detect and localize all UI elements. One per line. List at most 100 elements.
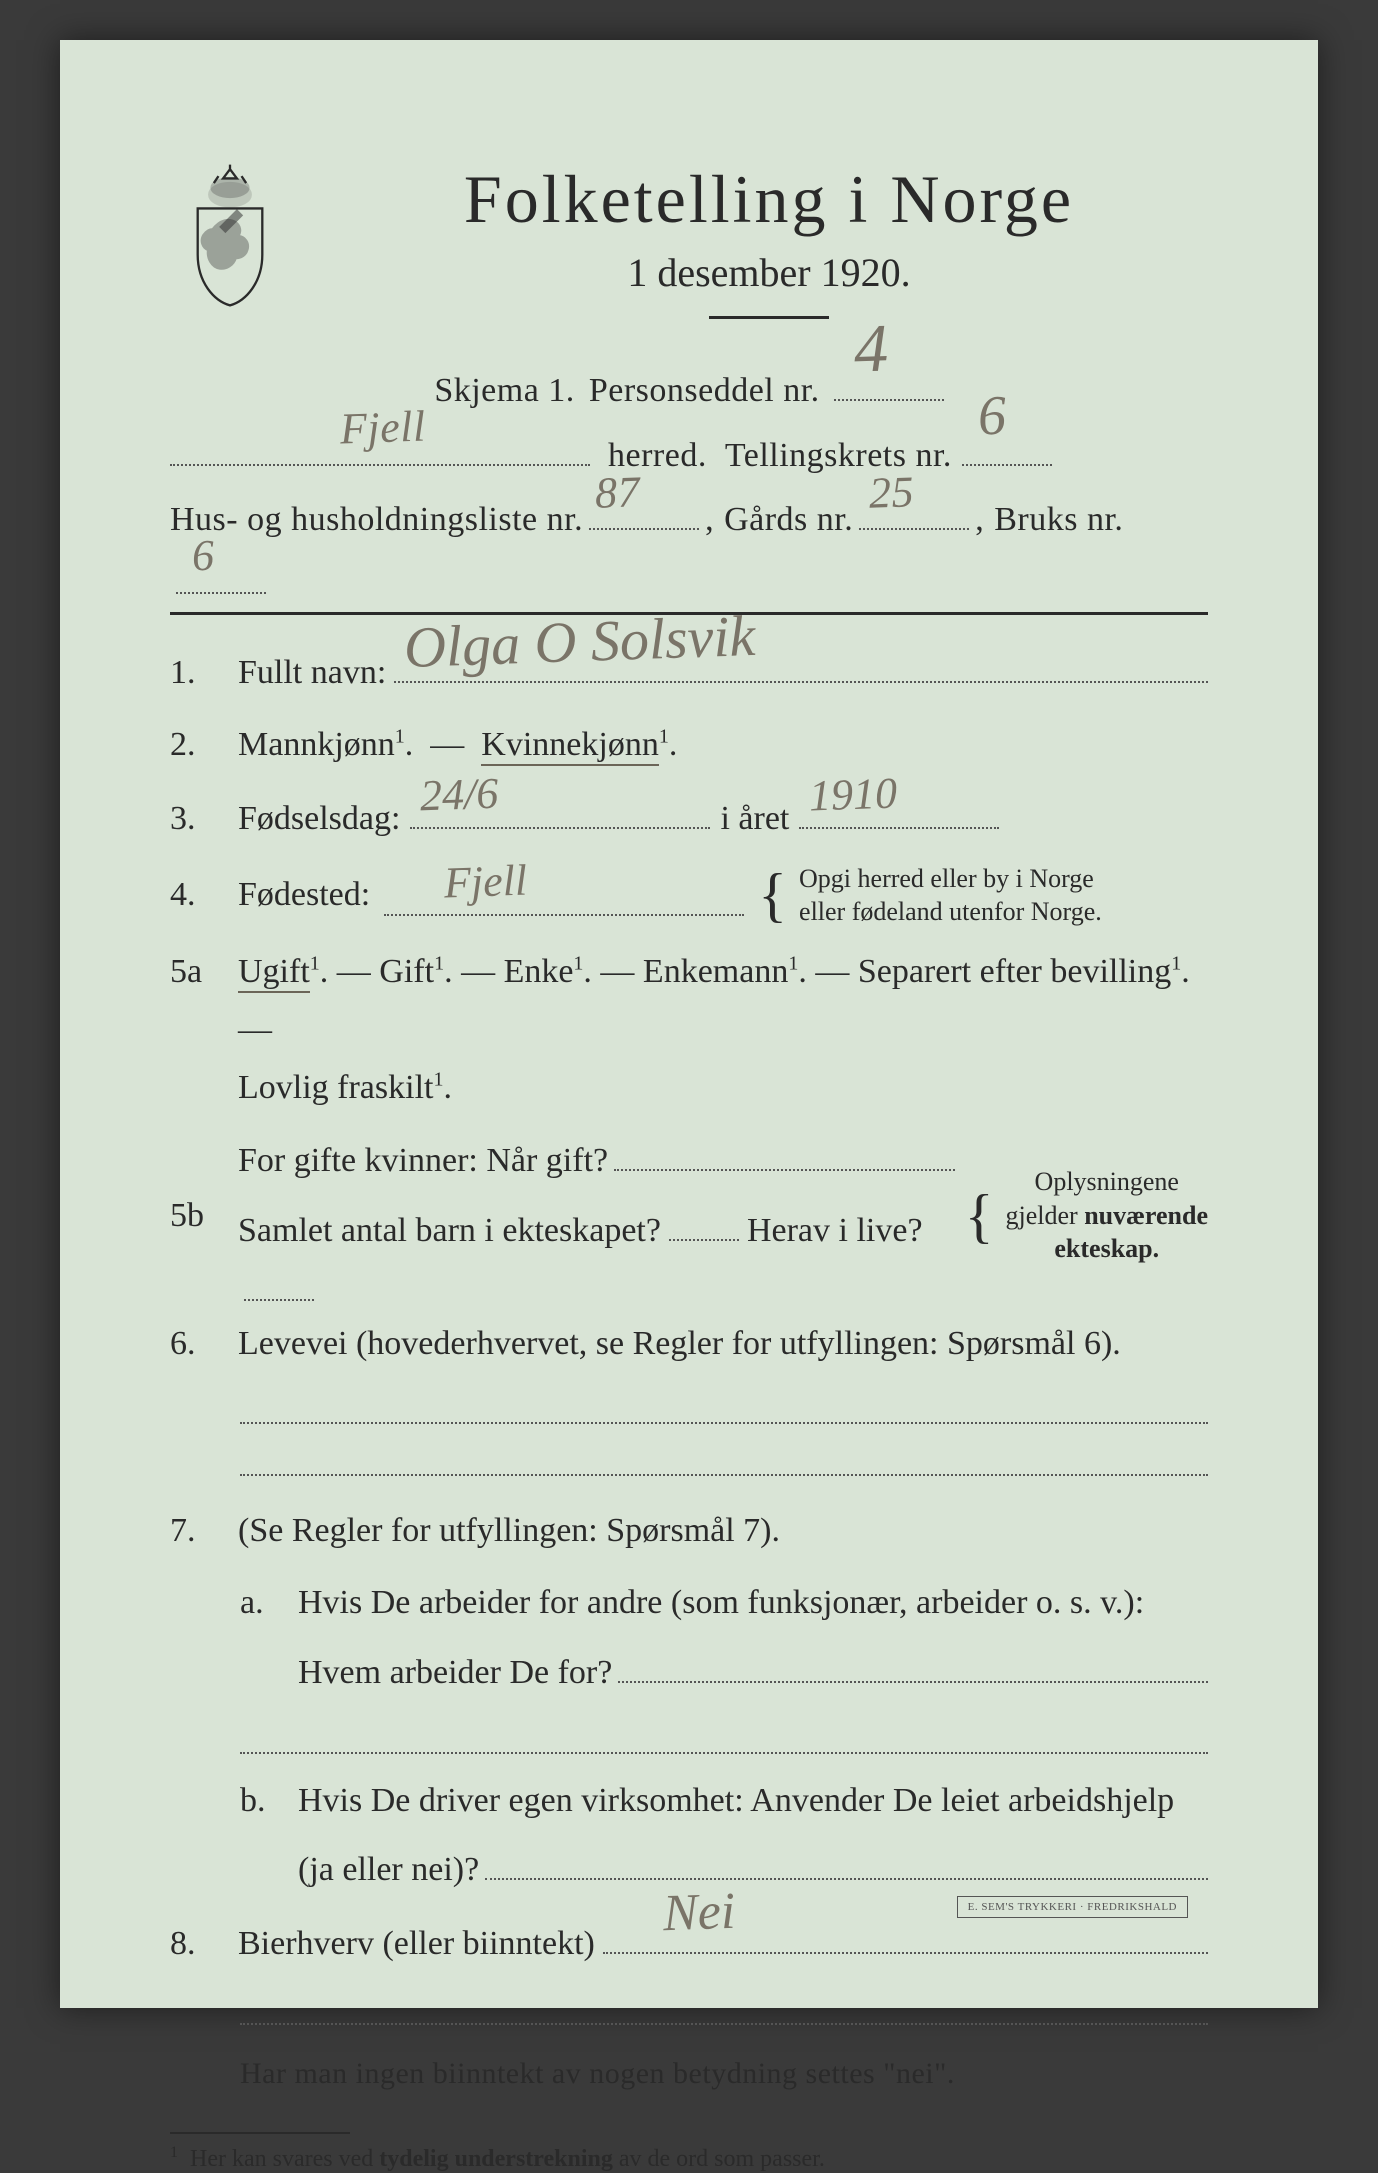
q3-year-field: 1910	[799, 788, 999, 829]
q2-kvinne: Kvinnekjønn	[481, 726, 659, 766]
title-divider	[709, 316, 829, 319]
q3: 3. Fødselsdag: 24/6 i året 1910	[170, 788, 1208, 848]
q7b-field	[485, 1839, 1208, 1880]
herred-value: Fjell	[339, 385, 427, 472]
personseddel-label: Personseddel nr.	[589, 359, 820, 424]
q3-year-value: 1910	[808, 756, 899, 834]
husliste-line: Hus- og husholdningsliste nr. 87 , Gårds…	[170, 488, 1208, 593]
q7a-field	[618, 1642, 1208, 1683]
tellingskrets-field: 6	[962, 425, 1052, 466]
q4: 4. Fødested: Fjell { Opgi herred eller b…	[170, 862, 1208, 930]
schema-label: Skjema 1.	[434, 359, 574, 424]
q8-field: Nei	[603, 1913, 1208, 1954]
footnote: 1 Her kan svares ved tydelig understrekn…	[170, 2144, 1208, 2173]
q7a-blank	[240, 1720, 1208, 1754]
q2: 2. Mannkjønn1. — Kvinnekjønn1.	[170, 716, 1208, 774]
q6: 6. Levevei (hovederhvervet, se Regler fo…	[170, 1315, 1208, 1373]
q5a-separert: Separert efter bevilling	[858, 953, 1171, 990]
q7a-text1: Hvis De arbeider for andre (som funksjon…	[298, 1574, 1208, 1632]
q3-day-field: 24/6	[410, 788, 710, 829]
q5b: 5b For gifte kvinner: Når gift? Samlet a…	[170, 1131, 1208, 1301]
q6-text: Levevei (hovederhvervet, se Regler for u…	[238, 1315, 1208, 1373]
q5a-gift: Gift	[379, 953, 434, 990]
q7b-text2: (ja eller nei)?	[298, 1841, 479, 1899]
brace-icon: {	[758, 880, 787, 910]
herred-line: Fjell herred. Tellingskrets nr. 6	[170, 424, 1208, 489]
printer-stamp: E. SEM'S TRYKKERI · FREDRIKSHALD	[957, 1896, 1188, 1918]
q7a-label: a.	[240, 1574, 280, 1632]
q8: 8. Bierhverv (eller biinntekt) Nei	[170, 1913, 1208, 1973]
q5b-barn: Samlet antal barn i ekteskapet?	[238, 1202, 661, 1260]
brace-icon: {	[965, 1201, 994, 1231]
footnote-rule	[170, 2132, 350, 2134]
q4-field: Fjell	[384, 875, 744, 916]
gards-label: Gårds nr.	[724, 488, 853, 553]
q5a: 5a Ugift1. — Gift1. — Enke1. — Enkemann1…	[170, 943, 1208, 1116]
bruks-field: 6	[176, 553, 266, 594]
q1-num: 1.	[170, 644, 220, 702]
q5b-note2-b: nuværende	[1084, 1201, 1208, 1230]
q5a-enke: Enke	[504, 953, 574, 990]
q2-num: 2.	[170, 716, 220, 774]
q2-sup2: 1	[659, 726, 669, 748]
q1: 1. Fullt navn: Olga O Solsvik	[170, 643, 1208, 703]
q6-blank-1	[240, 1390, 1208, 1424]
q6-num: 6.	[170, 1315, 220, 1373]
q7-intro: (Se Regler for utfyllingen: Spørsmål 7).	[238, 1502, 1208, 1560]
q5b-naar-field	[614, 1131, 955, 1172]
q5a-fraskilt: Lovlig fraskilt	[238, 1069, 433, 1106]
q5a-enkemann: Enkemann	[643, 953, 788, 990]
footnote-sup: 1	[170, 2144, 178, 2161]
q7: 7. (Se Regler for utfyllingen: Spørsmål …	[170, 1502, 1208, 1560]
gards-field: 25	[859, 489, 969, 530]
header: Folketelling i Norge 1 desember 1920.	[170, 160, 1208, 349]
footnote-text-a: Her kan svares ved	[190, 2146, 379, 2172]
q6-blank-2	[240, 1442, 1208, 1476]
q4-num: 4.	[170, 866, 220, 924]
q7b-label: b.	[240, 1772, 280, 1830]
q5b-label: For gifte kvinner:	[238, 1132, 478, 1190]
q3-label: Fødselsdag:	[238, 790, 400, 848]
q7-num: 7.	[170, 1502, 220, 1560]
q5b-herav-field	[244, 1260, 314, 1301]
q4-hint: { Opgi herred eller by i Norge eller fød…	[758, 862, 1102, 930]
q4-value: Fjell	[443, 844, 529, 922]
tellingskrets-value: 6	[976, 363, 1008, 470]
q5b-naar: Når gift?	[486, 1132, 608, 1190]
q1-value: Olga O Solsvik	[403, 587, 757, 698]
q3-year-label: i året	[720, 790, 789, 848]
bruks-label: Bruks nr.	[994, 488, 1123, 553]
q5b-num: 5b	[170, 1187, 220, 1245]
q8-value: Nei	[661, 1868, 736, 1959]
q3-num: 3.	[170, 790, 220, 848]
husliste-field: 87	[589, 489, 699, 530]
q1-label: Fullt navn:	[238, 644, 386, 702]
husliste-label: Hus- og husholdningsliste nr.	[170, 488, 583, 553]
q5b-note: { Oplysningene gjelder nuværende ekteska…	[965, 1165, 1208, 1266]
personseddel-nr-field: 4	[834, 360, 944, 401]
q5b-barn-field	[669, 1200, 739, 1241]
q5b-note3: ekteskap.	[1006, 1232, 1208, 1266]
q5b-herav: Herav i live?	[747, 1202, 923, 1260]
q5a-ugift: Ugift	[238, 953, 310, 993]
q7a-text2: Hvem arbeider De for?	[298, 1644, 612, 1702]
personseddel-nr-value: 4	[851, 283, 890, 413]
q5b-note2-a: gjelder	[1006, 1201, 1085, 1230]
title-block: Folketelling i Norge 1 desember 1920.	[330, 160, 1208, 349]
q7a: a. Hvis De arbeider for andre (som funks…	[240, 1574, 1208, 1701]
q2-sup1: 1	[395, 726, 405, 748]
q3-day-value: 24/6	[419, 757, 500, 834]
q2-mann: Mannkjønn	[238, 726, 395, 763]
tail-note: Har man ingen biinntekt av nogen betydni…	[240, 2045, 1208, 2102]
q1-field: Olga O Solsvik	[394, 643, 1208, 684]
footnote-text-c: av de ord som passer.	[613, 2146, 825, 2172]
husliste-value: 87	[594, 450, 642, 535]
herred-field: Fjell	[170, 425, 590, 466]
q5b-note1: Oplysningene	[1006, 1165, 1208, 1199]
q8-blank	[240, 1991, 1208, 2025]
coat-of-arms-icon	[170, 160, 290, 310]
q5a-num: 5a	[170, 943, 220, 1001]
main-title: Folketelling i Norge	[330, 160, 1208, 239]
schema-line: Skjema 1. Personseddel nr. 4	[170, 359, 1208, 424]
q7b-text1: Hvis De driver egen virksomhet: Anvender…	[298, 1772, 1208, 1830]
